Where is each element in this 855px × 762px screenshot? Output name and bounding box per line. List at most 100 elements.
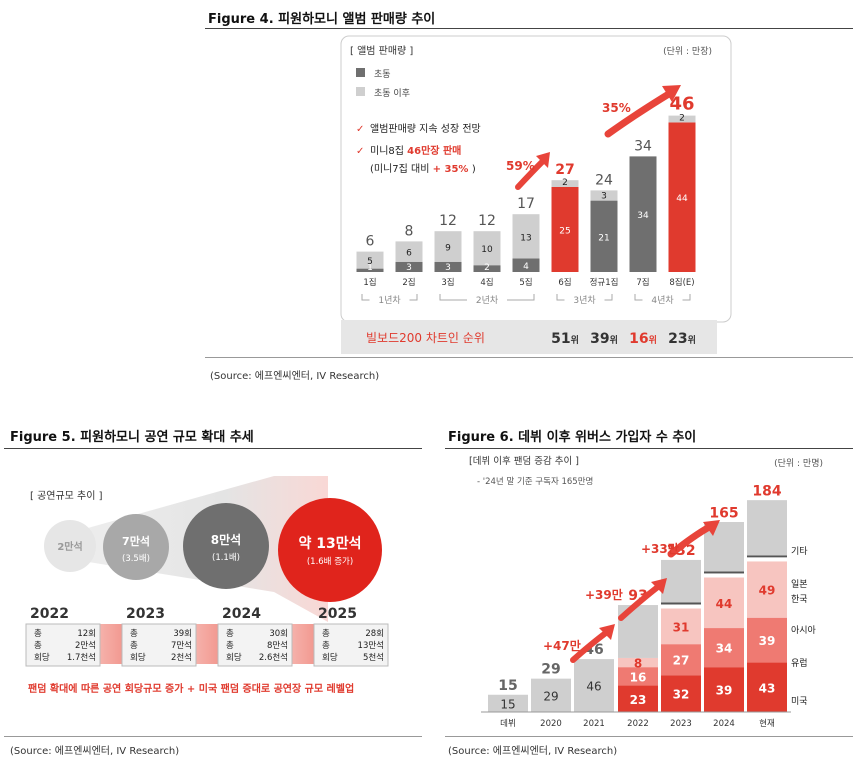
label-after-4: 13 xyxy=(520,233,531,243)
fig4-source: (Source: 에프엔씨엔터, IV Research) xyxy=(210,371,380,382)
growth-arrow-2 xyxy=(604,88,676,138)
bar-japan-4 xyxy=(661,602,701,605)
year-row-val-3-1: 13만석 xyxy=(358,640,384,651)
label-first-1: 3 xyxy=(406,263,412,273)
fig5-title-rule xyxy=(4,448,422,449)
year-row-key-1-2: 회당 xyxy=(130,652,146,663)
fig6-source: (Source: 에프엔씨엔터, IV Research) xyxy=(448,746,618,757)
bar-after-6 xyxy=(590,190,618,201)
bar-after-1 xyxy=(395,241,423,262)
bar-seg-label-6-2: 49 xyxy=(759,584,776,598)
fig6-subnote: - '24년 말 기준 구독자 165만명 xyxy=(477,476,593,487)
bar-after-2 xyxy=(434,231,462,262)
label-after-6: 3 xyxy=(601,192,607,202)
growth-arrow-3-head xyxy=(703,520,720,536)
total-2: 12 xyxy=(439,213,457,229)
seat-circle-1 xyxy=(103,514,169,580)
label-first-4: 4 xyxy=(523,262,529,272)
year-box-0 xyxy=(25,623,101,667)
legend-1: 일본 xyxy=(791,579,808,590)
year-0: 2022 xyxy=(30,606,69,622)
billboard-rank-1: 39위 xyxy=(590,331,618,347)
bar-0 xyxy=(488,694,528,712)
bar-first-4 xyxy=(512,258,540,272)
year-row-key-0-2: 회당 xyxy=(34,652,50,663)
fig6-bottom-rule xyxy=(445,736,853,737)
bar-seg-3-1 xyxy=(618,667,658,686)
fig6-title-rule xyxy=(445,448,853,449)
label-after-8: 2 xyxy=(679,113,685,123)
seat-circle-main-3: 약 13만석 xyxy=(299,535,362,552)
bar-seg-label-3-0: 23 xyxy=(630,693,647,707)
growth-label-3: +33만 xyxy=(641,541,679,556)
fig5-diagram: [ 공연규모 추이 ] 2만석 7만석 (3.5배) 8만석 (1.1배) 약 13만석 (… xyxy=(25,476,389,695)
bar-seg-6-0 xyxy=(747,662,787,712)
bar-seg-label-4-0: 32 xyxy=(673,688,690,702)
fig6-unit: (단위 : 만명) xyxy=(774,458,823,469)
year-row-key-1-0: 총 xyxy=(130,629,138,639)
label-after-3: 10 xyxy=(481,245,493,255)
bar-seg-5-2 xyxy=(704,577,744,629)
year-row-val-1-0: 39회 xyxy=(173,629,192,639)
year-row-key-3-0: 총 xyxy=(322,629,330,639)
bar-korea-5 xyxy=(704,573,744,578)
fig5-source: (Source: 에프엔씨엔터, IV Research) xyxy=(10,746,180,757)
legend-swatch-first xyxy=(356,68,365,77)
total-6: 184 xyxy=(752,483,781,499)
total-0: 15 xyxy=(498,678,517,694)
seat-circle-sub-2: (1.1배) xyxy=(212,553,240,563)
seat-circle-main-1: 7만석 xyxy=(122,534,150,548)
bar-value-1: 29 xyxy=(543,689,558,703)
year-2: 2024 xyxy=(222,606,261,622)
growth-arrow-1 xyxy=(570,629,610,663)
total-1: 29 xyxy=(541,662,560,678)
fig4-chart: [ 앨범 판매량 ] (단위 : 만장) 초동 초동 이후 ✓ 앨범판매량 지속… xyxy=(340,35,732,354)
bar-first-2 xyxy=(434,261,462,272)
label-after-2: 9 xyxy=(445,244,451,254)
fig4-box-label: [ 앨범 판매량 ] xyxy=(350,44,413,57)
total-8: 46 xyxy=(669,94,694,115)
bar-first-6 xyxy=(590,200,618,272)
year-3: 2025 xyxy=(318,606,357,622)
category-2: 3집 xyxy=(441,277,454,288)
year-row-val-2-2: 2.6천석 xyxy=(259,652,288,663)
bar-seg-label-5-2: 44 xyxy=(716,597,733,611)
bar-seg-label-5-1: 34 xyxy=(716,642,733,656)
seat-circle-3 xyxy=(278,498,382,602)
bar-seg-label-4-2: 31 xyxy=(673,620,690,634)
bar-korea-4 xyxy=(661,604,701,609)
category-3: 4집 xyxy=(480,277,493,288)
year-box-2 xyxy=(217,623,293,667)
bar-japan-6 xyxy=(747,555,787,558)
billboard-rank-2: 16위 xyxy=(629,331,657,347)
legend-3: 아시아 xyxy=(791,625,817,636)
category-5: 2024 xyxy=(713,719,735,729)
label-first-3: 2 xyxy=(484,263,490,273)
label-after-0: 5 xyxy=(367,257,373,267)
group-label-0: 1년차 xyxy=(378,294,401,306)
fig4-note2: 미니8집 46만장 판매 xyxy=(370,144,461,157)
year-box-1 xyxy=(121,623,197,667)
year-row-val-3-2: 5천석 xyxy=(363,652,384,663)
bar-seg-5-1 xyxy=(704,628,744,668)
fig6-box-label: [데뷔 이후 팬덤 증감 추이 ] xyxy=(469,455,579,467)
bar-korea-6 xyxy=(747,557,787,562)
legend-first: 초동 xyxy=(374,69,391,80)
bar-value-0: 15 xyxy=(500,697,515,711)
fig4-note3: (미니7집 대비 + 35% ) xyxy=(370,163,476,175)
bar-seg-4-0 xyxy=(661,675,701,712)
bar-1 xyxy=(531,678,571,712)
category-4: 5집 xyxy=(519,277,532,288)
seat-circle-main-0: 2만석 xyxy=(57,540,82,553)
label-first-7: 34 xyxy=(637,211,649,221)
year-row-val-1-1: 7만석 xyxy=(171,640,192,651)
legend-0: 기타 xyxy=(791,546,808,557)
year-1: 2023 xyxy=(126,606,165,622)
bar-seg-6-1 xyxy=(747,617,787,663)
category-3: 2022 xyxy=(627,719,649,729)
year-box-3 xyxy=(313,623,389,667)
total-5: 165 xyxy=(709,505,738,521)
growth-arrow-2 xyxy=(618,583,662,621)
growth-arrow-2-head xyxy=(662,85,681,102)
seat-circle-0 xyxy=(44,520,96,572)
